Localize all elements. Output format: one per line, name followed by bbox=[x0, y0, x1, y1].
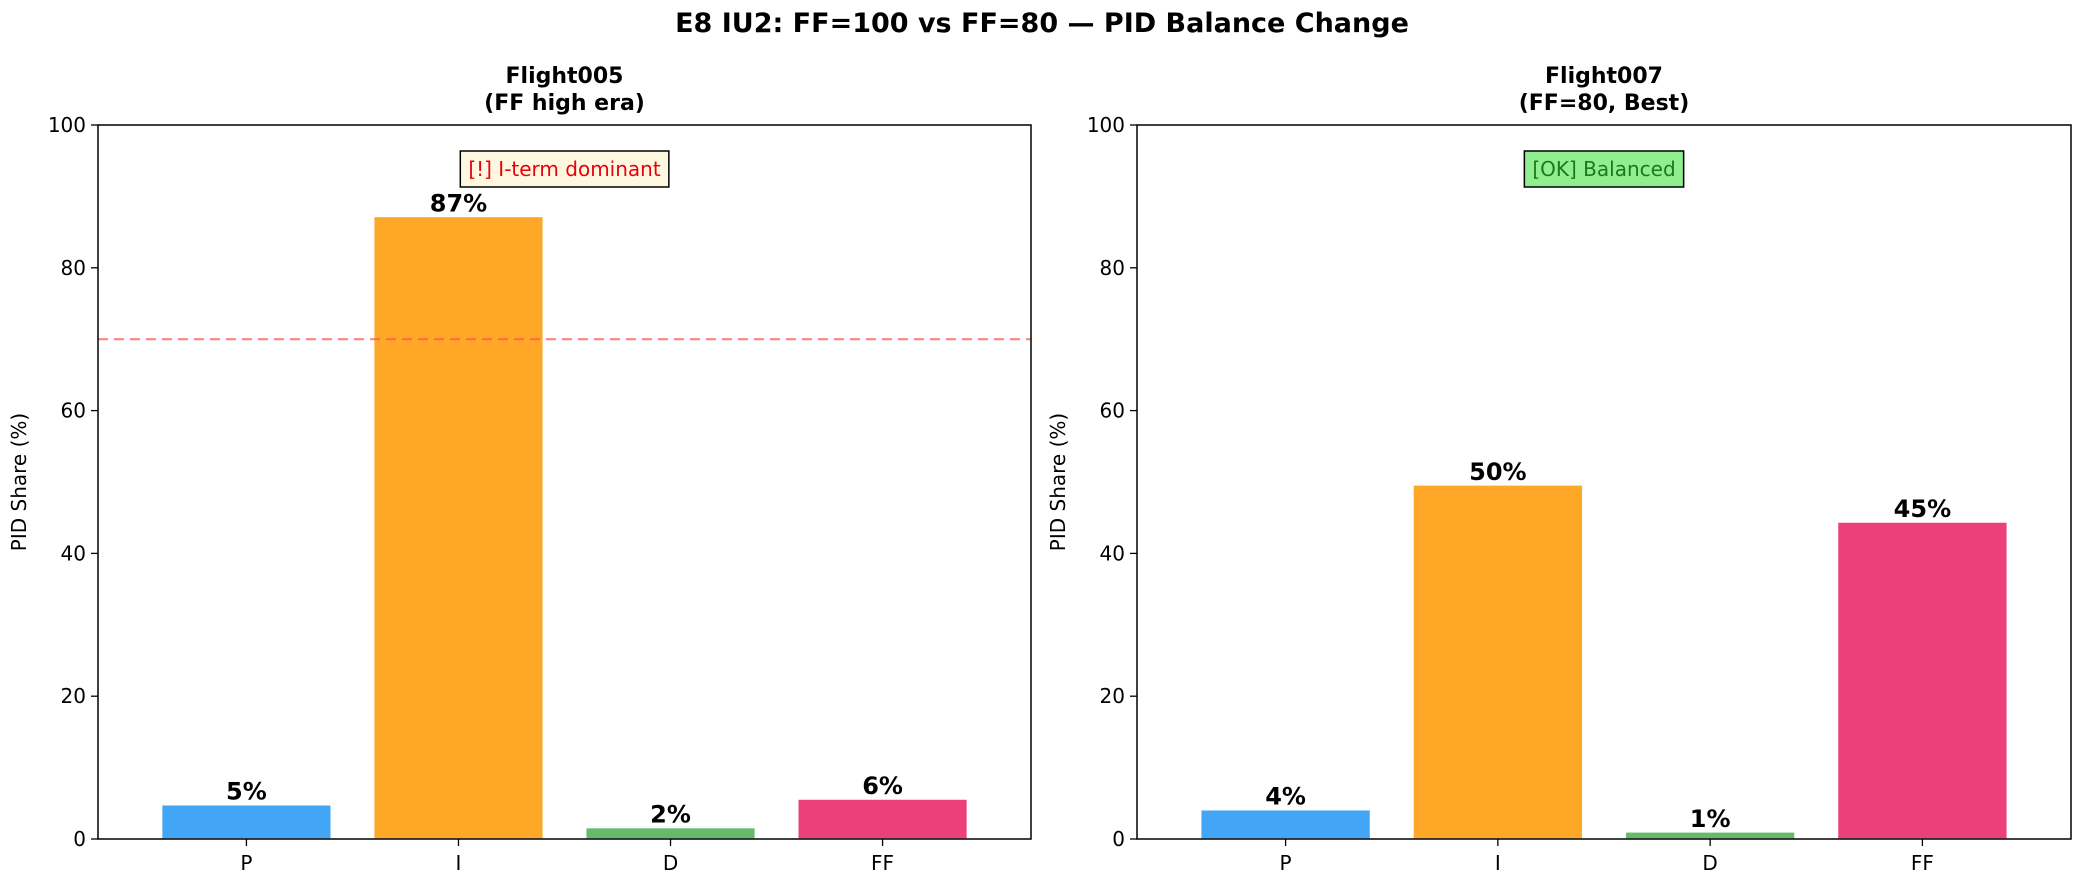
panel2-y-tick-label: 80 bbox=[1100, 256, 1125, 280]
panel1-bar-d bbox=[584, 826, 757, 840]
panel1-value-label-p: 5% bbox=[226, 778, 267, 806]
panel2-x-tick-label: P bbox=[1280, 851, 1292, 875]
panel2-y-tick-label: 20 bbox=[1100, 684, 1125, 708]
panel1-bar-p bbox=[160, 803, 332, 840]
panel1-y-tick-label: 20 bbox=[61, 684, 86, 708]
panel2-y-tick-label: 60 bbox=[1100, 399, 1125, 423]
panel1-x-tick-label: D bbox=[663, 851, 678, 875]
panel1-x-tick-label: I bbox=[456, 851, 462, 875]
panel2-y-tick-label: 0 bbox=[1112, 827, 1125, 851]
panel2-y-tick-label: 40 bbox=[1100, 541, 1125, 565]
panel2-value-label-i: 50% bbox=[1469, 458, 1526, 486]
panel2-value-label-ff: 45% bbox=[1894, 495, 1951, 523]
panel1-value-label-i: 87% bbox=[430, 189, 487, 217]
panel2-bar-d bbox=[1624, 831, 1796, 840]
panel1-title-line1: Flight005 bbox=[506, 64, 624, 89]
panel2-bar-ff bbox=[1836, 521, 2009, 840]
panel2-annotation-text: [OK] Balanced bbox=[1532, 157, 1675, 181]
panel1-x-tick-label: FF bbox=[871, 851, 894, 875]
panel1-annotation-text: [!] I-term dominant bbox=[468, 157, 661, 181]
panel2-y-tick-label: 100 bbox=[1087, 113, 1125, 137]
panel1-y-tick-label: 40 bbox=[61, 541, 86, 565]
panel1-value-label-d: 2% bbox=[650, 801, 691, 829]
figure-title: E8 IU2: FF=100 vs FF=80 — PID Balance Ch… bbox=[675, 8, 1409, 39]
panel2-x-tick-label: D bbox=[1702, 851, 1717, 875]
panel1-annotation-box bbox=[459, 150, 670, 188]
panel1-y-axis-label: PID Share (%) bbox=[7, 413, 31, 551]
panel2-bar-i bbox=[1412, 484, 1584, 840]
panel1-value-label-ff: 6% bbox=[862, 772, 903, 800]
panel2-y-axis-label: PID Share (%) bbox=[1046, 413, 1070, 551]
panel2-value-label-d: 1% bbox=[1690, 805, 1731, 833]
panel1-bar-ff bbox=[797, 798, 969, 840]
panel1-x-tick-label: P bbox=[240, 851, 252, 875]
panel1-bar-i bbox=[372, 215, 545, 840]
panel2-x-tick-label: FF bbox=[1911, 851, 1934, 875]
panel1-y-tick-label: 100 bbox=[48, 113, 86, 137]
panel2-x-tick-label: I bbox=[1495, 851, 1501, 875]
panel2-title-line1: Flight007 bbox=[1545, 64, 1663, 89]
panel2-bar-p bbox=[1199, 808, 1372, 840]
panel2-axes-frame bbox=[1136, 124, 2072, 840]
panel2-value-label-p: 4% bbox=[1265, 783, 1306, 811]
panel1-y-tick-label: 0 bbox=[73, 827, 86, 851]
panel2-title-line2: (FF=80, Best) bbox=[1519, 91, 1690, 116]
panel1-y-tick-label: 60 bbox=[61, 399, 86, 423]
panel1-y-tick-label: 80 bbox=[61, 256, 86, 280]
panel1-axes-frame bbox=[97, 124, 1032, 840]
panel2-annotation-box bbox=[1523, 150, 1685, 188]
panel1-title-line2: (FF high era) bbox=[484, 91, 645, 116]
